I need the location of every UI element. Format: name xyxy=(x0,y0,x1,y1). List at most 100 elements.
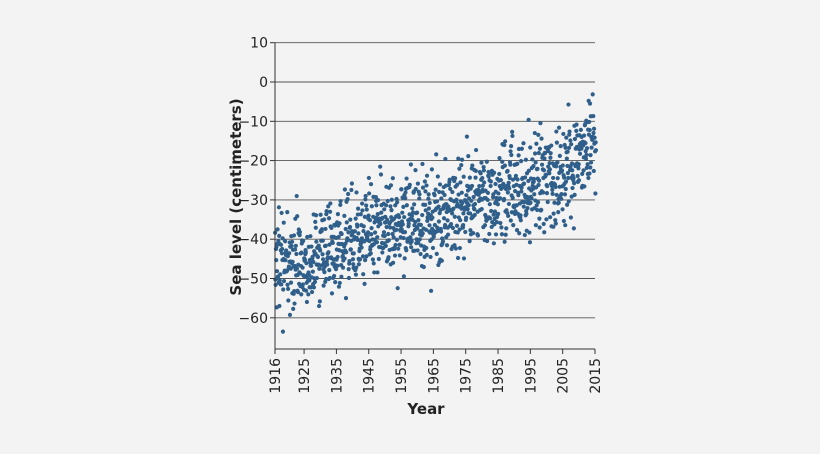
data-point xyxy=(378,221,383,226)
data-point xyxy=(503,232,508,237)
data-point xyxy=(280,246,285,252)
data-point xyxy=(591,113,596,119)
data-point xyxy=(381,230,387,235)
data-point xyxy=(279,282,284,287)
data-point xyxy=(329,291,335,296)
data-point xyxy=(574,122,579,127)
data-point xyxy=(564,156,569,161)
data-point xyxy=(581,168,586,173)
data-point xyxy=(521,204,526,209)
data-point xyxy=(400,210,405,215)
data-point xyxy=(404,176,409,181)
data-point xyxy=(487,231,492,237)
data-point xyxy=(542,151,548,156)
data-point xyxy=(532,192,537,197)
data-point xyxy=(390,176,395,181)
data-point xyxy=(375,212,380,217)
data-point xyxy=(518,218,523,223)
data-point xyxy=(321,283,326,288)
data-point xyxy=(553,221,558,226)
data-point xyxy=(583,141,588,146)
data-point xyxy=(369,232,374,237)
data-point xyxy=(307,278,312,283)
data-point xyxy=(279,251,284,256)
data-point xyxy=(303,250,308,255)
data-point xyxy=(316,303,322,309)
data-point xyxy=(443,156,448,162)
data-point xyxy=(433,187,438,192)
data-point xyxy=(498,177,503,183)
data-point xyxy=(281,287,286,292)
data-point xyxy=(278,272,283,277)
data-point xyxy=(537,146,543,151)
data-point xyxy=(420,185,426,190)
data-point xyxy=(556,125,562,130)
data-point xyxy=(390,231,395,237)
data-point xyxy=(527,240,533,245)
data-point xyxy=(567,129,572,134)
data-point xyxy=(420,161,425,167)
data-point xyxy=(514,182,519,187)
data-point xyxy=(577,151,583,156)
data-point xyxy=(460,200,465,206)
data-point xyxy=(343,296,349,301)
data-point xyxy=(361,272,366,277)
data-point xyxy=(563,179,569,184)
data-point xyxy=(587,127,592,133)
data-point xyxy=(279,210,284,216)
data-point xyxy=(363,193,368,199)
data-point xyxy=(526,178,531,184)
data-point xyxy=(485,238,490,244)
data-point xyxy=(467,239,472,244)
data-point xyxy=(454,197,459,202)
data-point xyxy=(313,225,318,230)
data-point xyxy=(362,239,367,244)
data-point xyxy=(440,239,446,244)
data-point xyxy=(382,207,387,212)
data-point xyxy=(413,219,418,225)
data-point xyxy=(525,194,530,200)
data-point xyxy=(401,235,406,241)
data-point xyxy=(508,149,513,154)
data-point xyxy=(406,221,411,226)
data-point xyxy=(320,252,325,257)
data-point xyxy=(538,121,543,126)
data-point xyxy=(336,284,342,289)
data-point xyxy=(329,225,334,231)
data-point xyxy=(317,299,322,304)
data-point xyxy=(567,132,572,137)
data-point xyxy=(466,203,471,208)
data-point xyxy=(559,168,565,173)
data-point xyxy=(469,198,474,203)
data-point xyxy=(549,143,554,148)
data-point xyxy=(467,175,472,180)
data-point xyxy=(306,272,312,278)
data-point xyxy=(394,237,399,242)
data-point xyxy=(432,193,437,198)
x-tick-label: 2005 xyxy=(556,358,572,394)
y-tick-label: −50 xyxy=(238,272,268,288)
data-point xyxy=(394,227,399,232)
data-point xyxy=(361,228,366,234)
data-point xyxy=(468,228,473,233)
data-point xyxy=(506,201,512,207)
data-point xyxy=(374,203,379,208)
data-point xyxy=(508,144,514,149)
data-point xyxy=(457,227,462,232)
data-point xyxy=(514,228,520,233)
data-point xyxy=(559,196,564,201)
data-point xyxy=(513,173,519,178)
x-tick-label: 1916 xyxy=(268,358,284,394)
data-point xyxy=(466,154,471,159)
data-point xyxy=(501,196,507,202)
data-point xyxy=(351,251,356,256)
data-point xyxy=(283,258,288,263)
data-point xyxy=(591,130,596,136)
data-point xyxy=(388,225,393,230)
data-point xyxy=(553,184,558,190)
data-point xyxy=(290,259,295,264)
data-point xyxy=(320,257,326,262)
data-point xyxy=(464,193,469,198)
data-point xyxy=(427,230,433,235)
data-point xyxy=(289,243,294,249)
